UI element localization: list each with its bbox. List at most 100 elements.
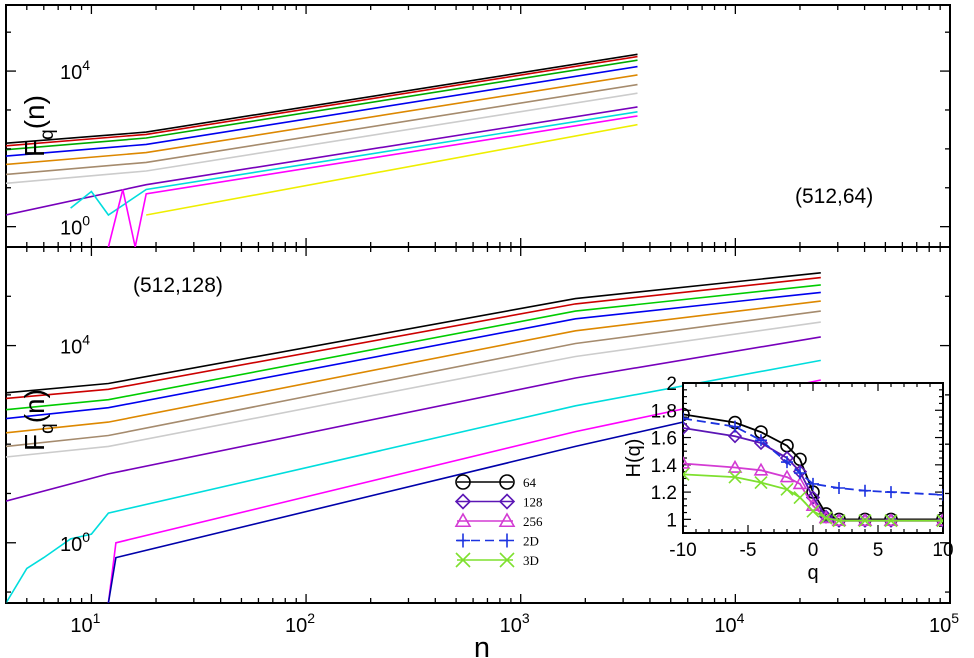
inset-point-2D [833,482,845,494]
bottom-series-q=6 [6,359,821,603]
bottom-series-q=-4 [6,291,821,420]
legend-marker-256 [454,512,472,528]
inset-point-64 [936,512,943,527]
inset-xtick-label: 5 [873,540,884,561]
bottom-ytick-label: 100 [60,529,90,556]
inset-point-256 [792,476,808,490]
top-series-q=0 [6,83,638,176]
bottom-panel-annotation: (512,128) [133,274,223,297]
xtick-label: 104 [714,610,744,637]
bottom-series-q=4 [6,336,821,502]
inset-point-2D [729,420,741,433]
top-series-q=-4 [6,65,638,157]
bottom-series-q=-10 [6,272,821,394]
inset-ytick-label: 1.2 [651,483,677,504]
inset-point-128 [805,490,821,505]
bottom-series-q=0 [6,310,821,448]
inset-ytick-label: 1.8 [651,401,677,422]
inset-ytick-label: 2 [666,374,677,395]
bottom-series-q=2 [6,321,821,458]
legend-label-256: 256 [523,514,543,529]
inset-point-128 [727,429,743,444]
inset-y-axis-label: H(q) [623,439,645,478]
inset-point-2D [683,412,689,425]
bottom-series-q=-6 [6,284,821,411]
x-axis-label: n [474,632,490,658]
legend-label-128: 128 [523,495,543,510]
inset-xtick-label: -5 [740,540,757,561]
inset-ytick-label: 1 [666,510,677,531]
inset-point-256 [753,462,769,476]
inset-point-128 [683,420,691,436]
inset-point-256 [779,469,795,483]
bottom-panel-series [6,272,821,603]
inset-point-2D [755,434,767,447]
inset-point-3D [832,514,846,528]
bottom-y-axis-label: Fq(n) [19,389,58,451]
inset-point-128 [935,513,943,528]
inset-point-128 [883,513,899,528]
inset-ytick-label: 1.6 [651,429,677,450]
xtick-label: 102 [285,610,315,637]
inset-point-2D [885,486,897,499]
legend-marker-128 [498,493,516,510]
inset-point-128 [831,513,847,528]
svg-text:Fq(n): Fq(n) [19,95,58,157]
inset-series [683,407,943,528]
inset-xtick-label: 10 [932,540,953,561]
top-ytick-label: 104 [60,57,90,84]
inset-point-3D [683,467,690,481]
inset-point-3D [806,504,820,518]
inset-point-256 [683,455,691,469]
top-series-q=4 [6,106,638,216]
legend-marker-64 [499,474,515,490]
inset-point-3D [793,490,807,505]
xtick-label: 103 [500,610,530,637]
inset-point-3D [728,470,742,484]
inset-point-2D [937,488,943,501]
top-panel-annotation: (512,64) [795,185,873,208]
inset-point-2D [781,456,793,469]
inset-ytick-label: 1.4 [651,456,678,477]
legend-marker-3D [499,552,515,568]
top-series-q=2 [6,92,638,185]
top-series-q=-10 [6,53,638,144]
inset-point-3D [884,514,898,528]
top-panel-frame [5,4,951,248]
legend-label-2D: 2D [523,534,539,549]
xtick-label: 101 [70,610,100,637]
inset-x-axis-label: q [807,562,818,584]
svg-text:Fq(n): Fq(n) [19,389,58,451]
top-series-q=-2 [6,74,638,166]
legend-marker-64 [455,474,471,490]
inset-xtick-label: -10 [669,540,696,561]
inset-point-2D [794,467,806,479]
legend-marker-256 [498,512,516,528]
inset-point-256 [727,459,743,473]
legend-marker-3D [455,552,471,568]
top-series-q=8 [107,115,638,247]
legend: 64 128 256 2D 3D [454,474,543,568]
inset-point-3D [819,511,833,525]
bottom-series-q=-8 [6,276,821,400]
top-y-axis-label: Fq(n) [19,95,58,157]
legend-label-64: 64 [523,475,537,490]
bottom-series-q=-2 [6,300,821,434]
inset-frame [682,382,944,534]
inset-point-128 [857,513,873,528]
legend-marker-128 [454,493,472,510]
legend-marker-2D [456,533,470,548]
inset-point-3D [858,514,872,528]
inset-point-2D [859,484,871,497]
inset-point-3D [936,514,943,528]
inset-point-3D [754,475,768,490]
inset-xtick-label: 0 [808,540,819,561]
legend-label-3D: 3D [523,553,539,568]
xtick-label: 105 [929,610,959,637]
inset-line-2D [683,417,943,496]
top-series-q=6 [70,111,638,217]
top-series-q=10 [146,123,638,216]
top-panel-series [6,53,638,247]
